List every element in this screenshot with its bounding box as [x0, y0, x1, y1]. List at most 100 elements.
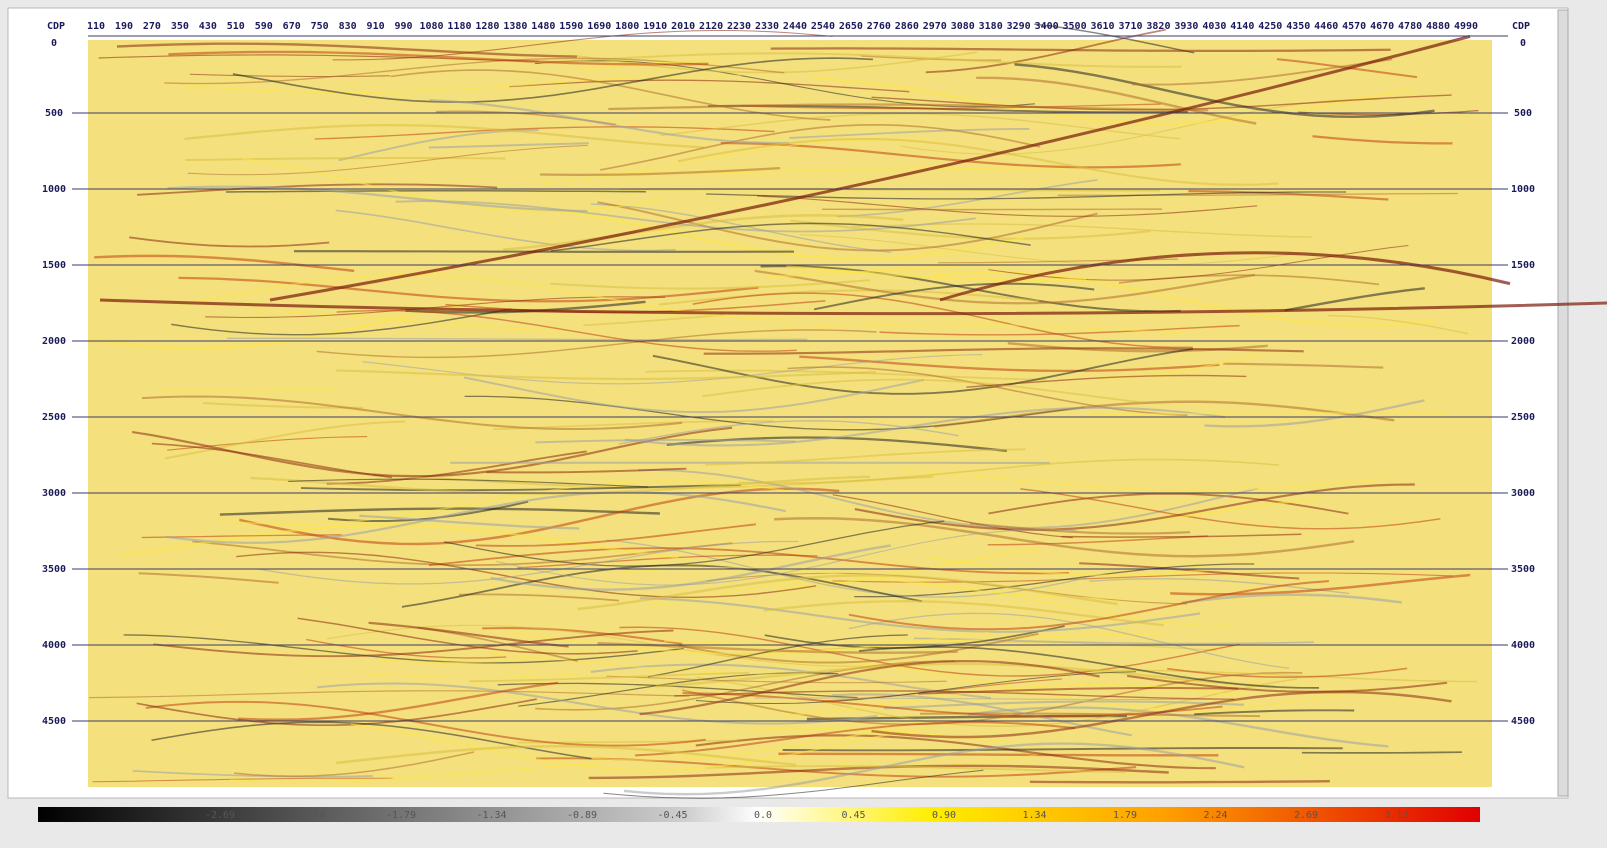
time-grid [72, 112, 1508, 722]
reflector [590, 203, 891, 253]
cdp-tick-label: 2230 [727, 21, 751, 32]
reflector [314, 126, 775, 140]
time-label-right: 0 [1520, 38, 1526, 49]
reflector [469, 671, 750, 683]
reflector [475, 523, 757, 547]
reflector [782, 323, 1184, 334]
cdp-tick-label: 2650 [839, 21, 863, 32]
cdp-tick-label: 2120 [699, 21, 723, 32]
reflector [189, 73, 390, 78]
reflector [976, 76, 1257, 125]
reflector [326, 450, 587, 485]
reflector [619, 626, 1240, 677]
cdp-tick-label: 1800 [615, 21, 639, 32]
time-label-left: 2000 [42, 336, 66, 347]
colorbar-label: 2.24 [1203, 810, 1227, 821]
reflector [590, 663, 992, 700]
reflector [858, 646, 1320, 689]
reflector [428, 142, 589, 149]
scrollbar[interactable] [1557, 9, 1569, 797]
reflector [168, 50, 709, 66]
cdp-tick-label: 4990 [1454, 21, 1478, 32]
reflector [350, 723, 931, 771]
reflector [763, 600, 1164, 627]
time-label-right: 2500 [1511, 412, 1535, 423]
cdp-tick-label: 3710 [1118, 21, 1142, 32]
reflector [253, 310, 555, 331]
reflector [1089, 412, 1450, 416]
reflector [703, 347, 1304, 355]
cdp-tick-label: 1590 [559, 21, 583, 32]
time-label-right: 3500 [1511, 564, 1535, 575]
cdp-tick-label: 2860 [895, 21, 919, 32]
reflector [288, 478, 649, 488]
reflector [294, 250, 795, 253]
cdp-tick-label: 910 [367, 21, 385, 32]
cdp-tick-label: 830 [339, 21, 357, 32]
time-label-right: 1500 [1511, 260, 1535, 271]
cdp-tick-label: 1180 [447, 21, 471, 32]
cdp-tick-label: 3500 [1063, 21, 1087, 32]
time-label-left: 4000 [42, 640, 66, 651]
reflector [136, 698, 537, 727]
reflector [88, 690, 690, 699]
strong-reflector [939, 251, 1511, 302]
reflector [1327, 314, 1469, 335]
reflector [184, 123, 705, 149]
reflector [789, 127, 1030, 139]
reflector [790, 219, 1151, 240]
cdp-tick-label: 4670 [1370, 21, 1394, 32]
reflector [706, 191, 1347, 200]
cdp-tick-label: 2440 [783, 21, 807, 32]
reflector [238, 681, 559, 721]
reflector [1188, 189, 1389, 201]
colorbar-label: 1.34 [1022, 810, 1046, 821]
reflector [695, 734, 1216, 770]
reflector [181, 74, 742, 94]
cdp-tick-label: 1910 [643, 21, 667, 32]
reflector [239, 487, 840, 546]
reflector [1284, 287, 1425, 312]
reflector [90, 302, 472, 350]
time-label-right: 1000 [1511, 184, 1535, 195]
reflector [205, 296, 666, 319]
reflector [297, 617, 638, 655]
time-label-left: 3000 [42, 488, 66, 499]
colorbar-label: 2.69 [1294, 810, 1318, 821]
reflector [486, 653, 807, 675]
time-label-left: 3500 [42, 564, 66, 575]
reflector [458, 593, 619, 602]
reflector [620, 566, 1121, 599]
reflector [702, 378, 1143, 404]
cdp-tick-label: 3080 [951, 21, 975, 32]
reflector [300, 484, 742, 492]
reflector [232, 57, 873, 103]
cdp-tick-label: 4250 [1258, 21, 1282, 32]
reflector [378, 658, 539, 664]
reflector [832, 572, 1453, 583]
reflector [705, 448, 1026, 466]
reflector [692, 292, 1193, 349]
strong-reflector [269, 34, 1471, 302]
reflector [561, 727, 902, 761]
reflector [359, 514, 580, 530]
reflector [603, 769, 984, 799]
cdp-tick-label: 2330 [755, 21, 779, 32]
reflector [597, 201, 1098, 252]
reflector [316, 329, 877, 359]
cdp-tick-label: 2540 [811, 21, 835, 32]
reflector [779, 547, 1040, 590]
reflector [187, 144, 588, 176]
cdp-tick-label: 4140 [1230, 21, 1254, 32]
cdp-tick-label: 3610 [1090, 21, 1114, 32]
reflector [966, 374, 1247, 388]
reflector [678, 632, 1039, 664]
reflector [1312, 135, 1453, 145]
time-label-left: 0 [51, 38, 57, 49]
reflector [738, 458, 1279, 484]
reflector [577, 574, 1118, 611]
reflector [987, 535, 1208, 546]
reflector [583, 314, 724, 327]
reflector [336, 309, 797, 352]
reflector [167, 185, 588, 213]
